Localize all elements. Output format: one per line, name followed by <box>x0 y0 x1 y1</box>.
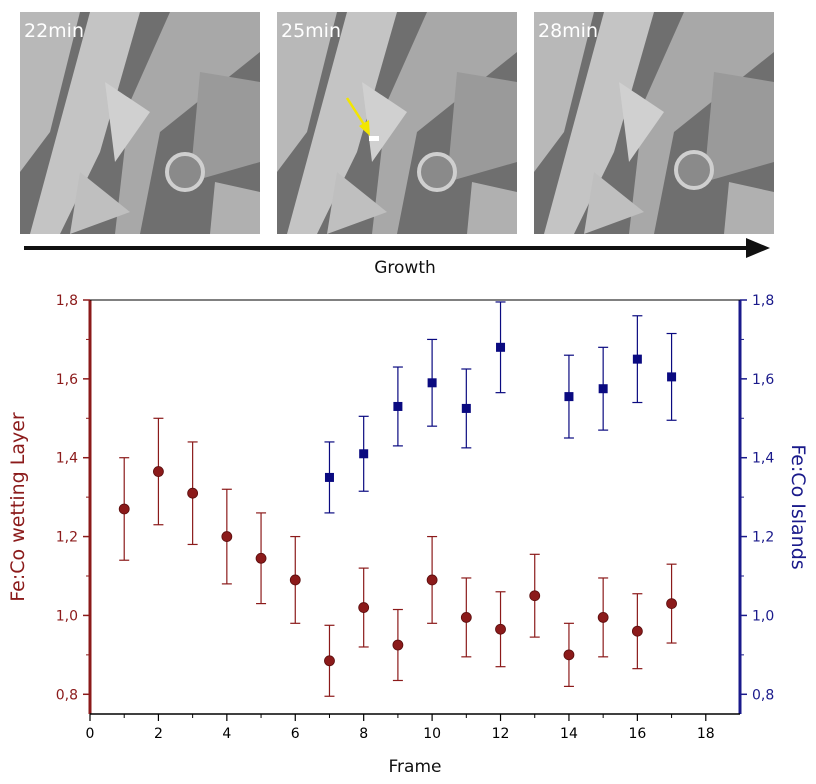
data-point <box>632 354 642 364</box>
growth-arrow-icon <box>24 238 770 258</box>
micrograph-image <box>277 12 517 234</box>
data-point <box>667 372 677 382</box>
x-ticks: 0 2 4 6 8 10 12 14 16 18 <box>86 714 715 742</box>
data-point <box>324 655 335 667</box>
micrograph-panel-28min: 28min <box>534 12 774 234</box>
data-point <box>563 649 575 661</box>
y-tick-label: 1,0 <box>752 608 774 624</box>
data-point <box>221 531 233 542</box>
left-y-ticks: 0,8 1,0 1,2 1,4 1,6 1,8 <box>56 293 90 703</box>
wetting-layer-series <box>118 417 677 697</box>
x-tick-label: 2 <box>154 726 163 742</box>
y-tick-label: 0,8 <box>752 687 774 703</box>
x-tick-label: 6 <box>291 726 300 742</box>
micrograph-panel-22min: 22min <box>20 12 260 234</box>
x-tick-label: 8 <box>359 726 368 742</box>
x-tick-label: 16 <box>628 726 646 742</box>
data-point <box>153 466 164 477</box>
data-point <box>461 403 471 413</box>
data-point <box>359 449 369 459</box>
data-point <box>289 574 301 586</box>
x-axis-label: Frame <box>389 757 442 777</box>
x-tick-label: 12 <box>492 726 510 742</box>
data-point <box>392 639 404 651</box>
data-point <box>393 401 403 411</box>
y-tick-label: 0,8 <box>56 687 78 703</box>
panel-time-label: 22min <box>24 20 85 42</box>
data-point <box>598 384 608 394</box>
right-y-axis-label: Fe:Co Islands <box>787 444 809 569</box>
yellow-arrow-icon <box>345 97 370 136</box>
data-point <box>460 611 472 623</box>
right-y-ticks: 0,8 1,0 1,2 1,4 1,6 1,8 <box>740 293 774 703</box>
panel-time-label: 25min <box>281 20 342 42</box>
data-point <box>564 392 574 402</box>
data-point <box>529 590 541 602</box>
data-point <box>666 598 677 610</box>
micrograph-image <box>20 12 260 234</box>
y-tick-label: 1,0 <box>56 608 78 624</box>
data-point <box>118 503 130 515</box>
y-tick-label: 1,6 <box>752 372 774 388</box>
micrograph-panel-25min: 25min <box>277 12 517 234</box>
data-point <box>427 378 437 388</box>
data-point <box>255 552 267 564</box>
micrograph-image <box>534 12 774 234</box>
x-tick-label: 14 <box>560 726 578 742</box>
x-tick-label: 4 <box>222 726 231 742</box>
fe-co-ratio-chart: 0 2 4 6 8 10 12 14 16 18 0,8 1,0 1,2 1,4 1,6 1,8 0,8 1,… <box>7 293 809 777</box>
y-tick-label: 1,4 <box>56 451 78 467</box>
left-y-axis-label: Fe:Co wetting Layer <box>7 412 29 602</box>
data-point <box>426 574 438 586</box>
y-tick-label: 1,4 <box>752 451 774 467</box>
y-tick-label: 1,2 <box>752 530 774 546</box>
data-point <box>496 342 506 352</box>
data-point <box>597 611 609 623</box>
data-point <box>631 625 643 637</box>
panel-time-label: 28min <box>538 20 599 42</box>
y-tick-label: 1,8 <box>752 293 774 309</box>
data-point <box>495 623 506 635</box>
x-tick-label: 18 <box>697 726 715 742</box>
y-tick-label: 1,6 <box>56 372 78 388</box>
growth-label: Growth <box>374 258 436 278</box>
y-tick-label: 1,2 <box>56 530 78 546</box>
islands-series <box>324 301 677 514</box>
data-point <box>324 472 334 482</box>
y-tick-label: 1,8 <box>56 293 78 309</box>
x-tick-label: 0 <box>86 726 95 742</box>
data-point <box>187 487 199 499</box>
x-tick-label: 10 <box>423 726 441 742</box>
data-point <box>358 602 370 613</box>
